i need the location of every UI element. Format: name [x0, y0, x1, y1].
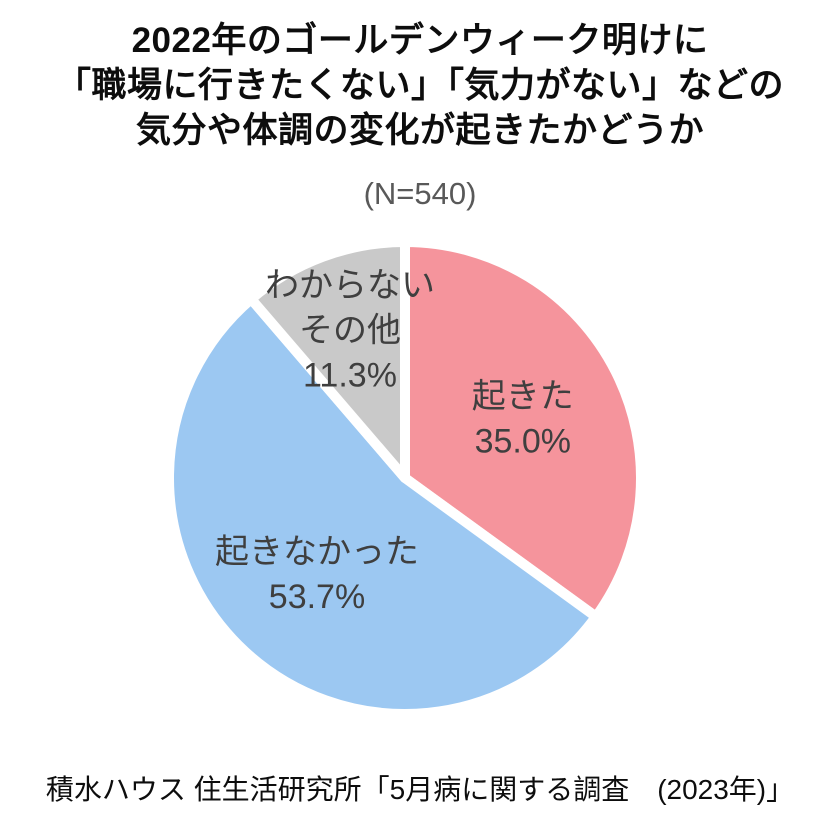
source-citation: 積水ハウス 住生活研究所「5月病に関する調査 (2023年)」: [45, 774, 795, 805]
pie-slice-label-3: わからないその他 11.3%: [265, 267, 435, 395]
pie-slice-2: [164, 294, 601, 719]
chart-title-line-2: 「職場に行きたくない」「気力がない」などの: [55, 66, 784, 105]
chart-title-line-3: 気分や体調の変化が起きたかどうか: [135, 111, 704, 150]
pie-slice-1: [400, 237, 646, 622]
sample-size-label: (N=540): [363, 176, 477, 211]
chart-title-line-1: 2022年のゴールデンウィーク明けに: [131, 21, 709, 60]
pie-slice-label-2: 起きなかった 53.7%: [215, 533, 419, 616]
chart-title: 2022年のゴールデンウィーク明けに 「職場に行きたくない」「気力がない」などの…: [0, 18, 840, 153]
pie-slice-label-1: 起きた 35.0%: [472, 378, 574, 461]
pie-slice-3: [246, 237, 410, 483]
